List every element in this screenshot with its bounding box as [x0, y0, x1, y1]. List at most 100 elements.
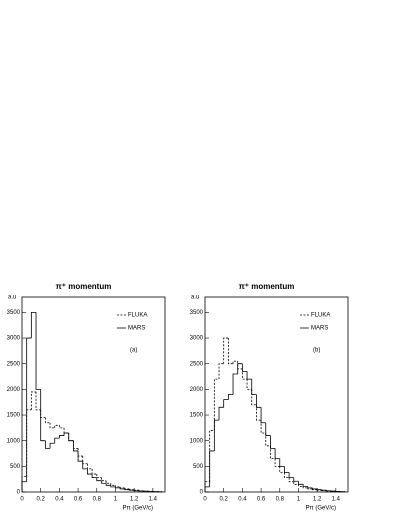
histogram-step: [227, 338, 234, 365]
x-tick-label: 1.2: [130, 497, 139, 503]
histogram-step: [265, 422, 271, 436]
histogram-step: [227, 394, 234, 400]
y-tick-label: 500: [10, 464, 21, 470]
chart-title: π⁺ momentum: [239, 282, 295, 291]
histogram-step: [105, 480, 111, 484]
histogram-step: [218, 363, 224, 380]
x-tick-label: 1: [297, 497, 301, 503]
histogram-step: [73, 440, 79, 449]
y-tick-label: 3000: [7, 336, 21, 342]
histogram-step: [133, 489, 139, 491]
x-tick-label: 0.8: [276, 497, 285, 503]
histogram-step: [87, 463, 93, 470]
histogram-step: [44, 417, 51, 424]
panel-label: (a): [130, 348, 137, 354]
x-axis-label: Pπ (GeV/c): [306, 506, 336, 512]
histogram-step: [40, 389, 46, 442]
histogram-step: [213, 419, 220, 451]
histogram-step: [209, 450, 215, 487]
histogram-step: [73, 440, 79, 452]
histogram-step: [288, 472, 294, 479]
histogram-step: [298, 484, 304, 487]
x-tick-label: 0.6: [257, 497, 266, 503]
histogram-step: [115, 485, 121, 488]
histogram-step: [241, 368, 248, 380]
histogram-step: [279, 458, 285, 467]
histogram-step: [82, 456, 88, 465]
histogram-step: [293, 477, 299, 482]
plot-frame: [21, 296, 166, 493]
histogram-step: [302, 484, 308, 487]
y-tick-label: 1500: [7, 413, 21, 419]
histogram-step: [105, 483, 111, 486]
histogram-step: [54, 424, 60, 428]
histogram-step: [119, 487, 125, 490]
histogram-step: [110, 485, 116, 488]
y-tick-label: 3500: [190, 310, 204, 316]
histogram-step: [77, 450, 83, 462]
histogram-step: [209, 430, 215, 482]
x-axis-label: Pπ (GeV/c): [123, 506, 153, 512]
histogram-step: [63, 427, 69, 434]
histogram-step: [246, 371, 252, 380]
legend-label: FLUKA: [128, 313, 147, 319]
histogram-step: [44, 440, 51, 449]
histogram-step: [82, 461, 88, 470]
legend-label: MARS: [311, 326, 328, 332]
histogram-step: [284, 466, 290, 473]
histogram-step: [119, 486, 125, 489]
histogram-step: [213, 378, 220, 431]
histogram-step: [21, 481, 27, 492]
y-tick-label: 0: [200, 490, 204, 496]
legend-label: FLUKA: [311, 313, 330, 319]
histogram-step: [87, 468, 93, 475]
histogram-step: [30, 311, 37, 339]
histogram-step: [115, 486, 121, 489]
y-tick-label: 1000: [7, 438, 21, 444]
histogram-step: [26, 337, 32, 482]
histogram-step: [241, 363, 248, 372]
histogram-step: [124, 487, 130, 490]
histogram-step: [246, 379, 252, 390]
histogram-step: [256, 394, 262, 408]
y-tick-label: 2000: [7, 387, 21, 393]
histogram-step: [256, 404, 262, 421]
y-tick-label: 2500: [7, 361, 21, 367]
histogram-step: [96, 474, 102, 479]
histogram-step: [307, 486, 313, 489]
histogram-step: [260, 420, 266, 434]
y-tick-label: 2000: [190, 387, 204, 393]
x-tick-label: 0.2: [37, 497, 46, 503]
histogram-step: [321, 489, 327, 491]
histogram-step: [326, 490, 332, 492]
histogram-step: [40, 409, 46, 418]
histogram-step: [68, 432, 74, 442]
y-tick-label: 0: [17, 490, 21, 496]
histogram-step: [251, 379, 257, 395]
x-tick-label: 0: [20, 497, 24, 503]
histogram-step: [232, 360, 238, 364]
histogram-step: [35, 312, 41, 390]
histogram-step: [101, 480, 107, 484]
y-tick-label: 500: [193, 464, 204, 470]
histogram-step: [91, 468, 97, 475]
histogram-step: [63, 432, 69, 436]
histogram-step: [68, 432, 74, 442]
histogram-step: [270, 445, 276, 460]
y-axis-label: a.u: [8, 295, 16, 301]
histogram-step: [232, 373, 238, 395]
x-tick-label: 1.4: [332, 497, 341, 503]
histogram-step: [26, 409, 32, 477]
histogram-step: [288, 477, 294, 483]
x-tick-label: 0.4: [55, 497, 64, 503]
histogram-step: [302, 486, 308, 489]
x-tick-label: 0.6: [74, 497, 83, 503]
histogram-step: [133, 490, 139, 492]
histogram-step: [260, 407, 266, 424]
plot-frame: [204, 296, 349, 493]
histogram-step: [91, 474, 97, 479]
histogram-step: [265, 432, 271, 447]
histogram-step: [21, 476, 27, 492]
